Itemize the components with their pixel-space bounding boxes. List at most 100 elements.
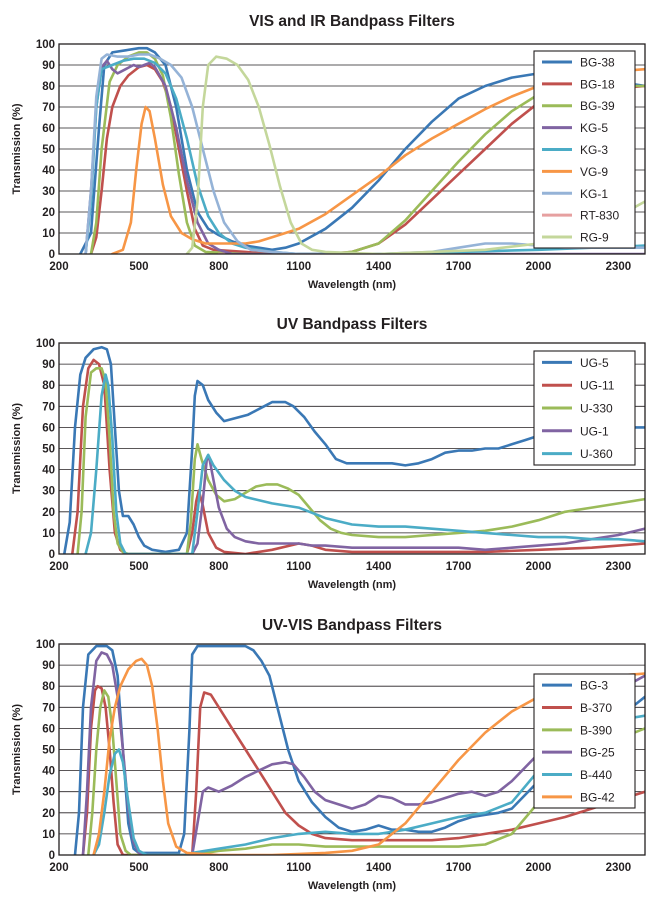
legend-label: B-390 — [580, 723, 612, 737]
plot-frame — [58, 643, 646, 856]
y-tick-label: 100 — [36, 39, 55, 51]
x-axis-label: Wavelength (nm) — [308, 279, 397, 291]
y-tick-label: 90 — [42, 660, 55, 672]
series-line-kg-1 — [84, 53, 645, 254]
legend-label: BG-38 — [580, 55, 615, 69]
legend-label: B-440 — [580, 768, 612, 782]
legend: BG-3 B-370 B-390 BG-25 B-440 BG-42 — [533, 673, 636, 809]
series-line-bg-18 — [89, 63, 645, 254]
y-tick-label: 20 — [42, 207, 55, 219]
y-tick-label: 20 — [42, 507, 55, 519]
series-line-bg-38 — [79, 46, 645, 254]
x-tick-label: 1700 — [446, 561, 472, 573]
legend-label: KG-1 — [580, 187, 608, 201]
y-tick-label: 70 — [42, 702, 55, 714]
x-tick-label: 1100 — [286, 561, 311, 573]
chart-title: VIS and IR Bandpass Filters — [249, 13, 455, 30]
y-tick-label: 10 — [42, 528, 55, 540]
series-line-bg-42 — [92, 657, 645, 855]
x-tick-label: 2000 — [526, 261, 552, 273]
y-tick-label: 50 — [42, 444, 55, 456]
y-tick-label: 30 — [42, 186, 55, 198]
y-tick-label: 80 — [42, 681, 55, 693]
legend-label: U-330 — [580, 402, 613, 416]
y-tick-label: 0 — [49, 249, 55, 261]
x-tick-label: 1400 — [366, 862, 392, 874]
legend: UG-5 UG-11 U-330 UG-1 U-360 — [533, 350, 636, 466]
x-tick-label: 2300 — [606, 862, 632, 874]
y-tick-label: 80 — [42, 380, 55, 392]
legend-label: B-370 — [580, 701, 612, 715]
y-tick-label: 10 — [42, 829, 55, 841]
legend-label: VG-9 — [580, 165, 608, 179]
x-axis-label: Wavelength (nm) — [308, 880, 397, 892]
x-axis-label: Wavelength (nm) — [308, 579, 397, 591]
plot-frame — [58, 342, 646, 555]
series-group — [63, 345, 645, 554]
y-tick-label: 60 — [42, 422, 55, 434]
legend-label: UG-11 — [580, 379, 615, 393]
legend-label: BG-3 — [580, 679, 608, 693]
chart-title: UV-VIS Bandpass Filters — [262, 617, 442, 634]
series-line-rg-9 — [185, 55, 645, 254]
y-tick-label: 100 — [36, 639, 55, 651]
chart-1: VIS and IR Bandpass Filters 0 10 20 30 40 50 60… — [11, 13, 646, 291]
legend-label: RT-830 — [580, 209, 619, 223]
y-tick-label: 90 — [42, 359, 55, 371]
y-axis-label: Transmission (%) — [11, 103, 23, 194]
legend-label: BG-25 — [580, 746, 615, 760]
legend-label: UG-1 — [580, 424, 609, 438]
legend-label: KG-5 — [580, 121, 608, 135]
y-tick-label: 40 — [42, 165, 55, 177]
x-tick-label: 1400 — [366, 561, 392, 573]
plot-frame — [58, 43, 646, 255]
y-axis-label: Transmission (%) — [11, 704, 23, 795]
x-tick-label: 2300 — [606, 261, 632, 273]
y-axis-label: Transmission (%) — [11, 403, 23, 494]
series-line-u-360 — [84, 373, 645, 554]
series-line-b-390 — [87, 689, 645, 855]
y-tick-label: 70 — [42, 401, 55, 413]
x-tick-label: 800 — [209, 561, 228, 573]
y-tick-label: 40 — [42, 465, 55, 477]
series-line-u-330 — [76, 367, 645, 554]
legend: BG-38 BG-18 BG-39 KG-5 KG-3 VG-9 KG-1 RT-830 RG-… — [533, 50, 636, 249]
legend-label: BG-18 — [580, 77, 615, 91]
x-tick-label: 1700 — [446, 862, 472, 874]
x-tick-label: 2300 — [606, 561, 632, 573]
series-line-vg-9 — [111, 67, 645, 254]
y-tick-label: 0 — [49, 549, 55, 561]
x-tick-label: 200 — [49, 261, 68, 273]
x-tick-label: 200 — [49, 862, 68, 874]
y-tick-label: 60 — [42, 723, 55, 735]
legend-label: UG-5 — [580, 356, 609, 370]
y-tick-label: 40 — [42, 766, 55, 778]
x-tick-label: 800 — [209, 862, 228, 874]
y-tick-label: 20 — [42, 808, 55, 820]
x-tick-label: 2000 — [526, 561, 552, 573]
series-group — [73, 644, 645, 855]
y-tick-label: 80 — [42, 81, 55, 93]
x-tick-label: 1100 — [286, 862, 311, 874]
legend-label: BG-39 — [580, 99, 615, 113]
legend-label: KG-3 — [580, 143, 608, 157]
series-line-b-440 — [92, 714, 645, 855]
y-tick-label: 50 — [42, 144, 55, 156]
series-line-b-370 — [81, 684, 645, 855]
chart-3: UV-VIS Bandpass Filters 0 10 20 30 40 50 60 70 80… — [11, 617, 646, 892]
legend-label: U-360 — [580, 447, 613, 461]
y-tick-label: 90 — [42, 60, 55, 72]
series-line-ug-5 — [63, 345, 645, 554]
series-line-ug-11 — [71, 358, 645, 554]
y-tick-label: 30 — [42, 486, 55, 498]
x-tick-label: 2000 — [526, 862, 552, 874]
x-tick-label: 800 — [209, 261, 228, 273]
y-tick-label: 70 — [42, 102, 55, 114]
x-tick-label: 200 — [49, 561, 68, 573]
legend-box — [533, 673, 636, 809]
y-tick-label: 100 — [36, 338, 55, 350]
x-tick-label: 500 — [129, 261, 148, 273]
x-tick-label: 1400 — [366, 261, 392, 273]
series-line-kg-5 — [84, 59, 645, 254]
